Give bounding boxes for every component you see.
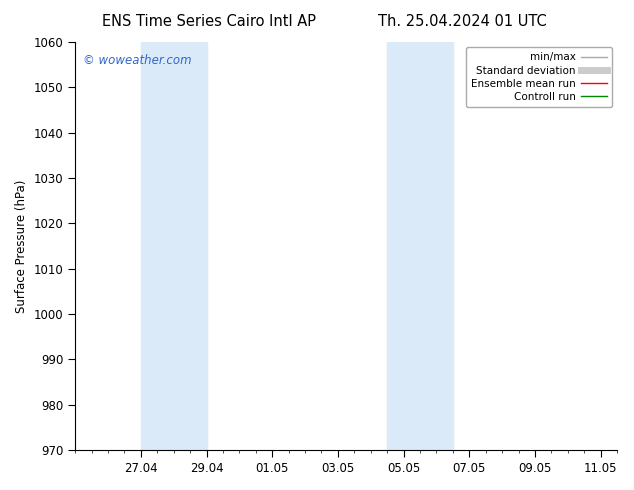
Legend: min/max, Standard deviation, Ensemble mean run, Controll run: min/max, Standard deviation, Ensemble me… (465, 47, 612, 107)
Bar (141, 42, 207, 450)
Y-axis label: Surface Pressure (hPa): Surface Pressure (hPa) (15, 179, 28, 313)
Text: ENS Time Series Cairo Intl AP: ENS Time Series Cairo Intl AP (102, 14, 316, 29)
Text: Th. 25.04.2024 01 UTC: Th. 25.04.2024 01 UTC (378, 14, 547, 29)
Bar (387, 42, 453, 450)
Text: © woweather.com: © woweather.com (83, 54, 192, 67)
